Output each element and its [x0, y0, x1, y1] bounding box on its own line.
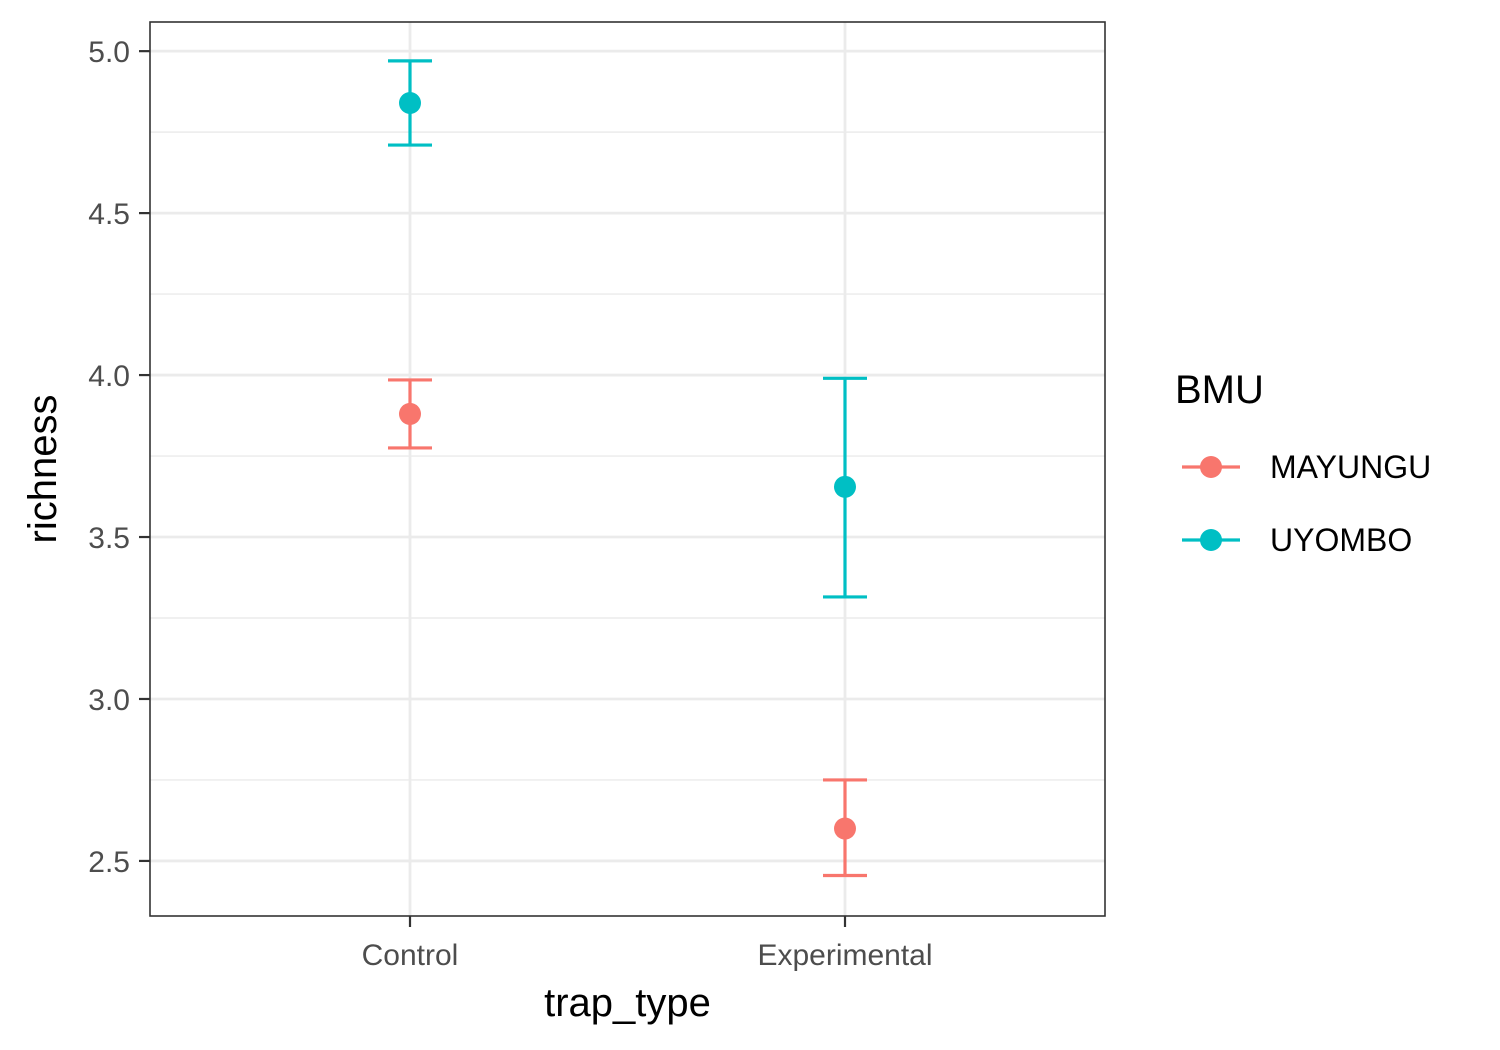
data-point	[834, 475, 856, 498]
y-tick-label: 2.5	[88, 846, 130, 879]
data-point	[834, 817, 856, 840]
panel-border	[149, 21, 1106, 917]
x-axis-title: trap_type	[544, 981, 711, 1025]
legend: BMU MAYUNGU UYOMBO	[1175, 368, 1431, 558]
y-tick-label: 4.0	[88, 360, 130, 393]
x-tick-label: Control	[362, 939, 459, 972]
y-tick-label: 5.0	[88, 36, 130, 69]
legend-title: BMU	[1175, 368, 1264, 412]
major-gridlines	[150, 22, 1105, 916]
legend-key-point	[1200, 529, 1222, 551]
legend-item: UYOMBO	[1182, 522, 1412, 558]
y-tick-label: 3.0	[88, 684, 130, 717]
data-point	[399, 402, 421, 425]
legend-key-point	[1200, 456, 1222, 478]
y-axis: 2.5 3.0 3.5 4.0 4.5 5.0	[88, 36, 150, 879]
y-tick-label: 4.5	[88, 198, 130, 231]
y-axis-title: richness	[21, 395, 65, 544]
series-mayungu	[388, 378, 867, 878]
series-layer	[388, 59, 867, 878]
x-axis: Control Experimental	[362, 916, 933, 972]
legend-items: MAYUNGU UYOMBO	[1182, 449, 1431, 558]
legend-label: MAYUNGU	[1270, 449, 1431, 485]
data-point	[399, 91, 421, 114]
series-uyombo	[388, 59, 867, 599]
legend-label: UYOMBO	[1270, 522, 1412, 558]
y-tick-label: 3.5	[88, 522, 130, 555]
legend-item: MAYUNGU	[1182, 449, 1431, 485]
x-tick-label: Experimental	[757, 939, 932, 972]
minor-gridlines	[150, 131, 1105, 781]
